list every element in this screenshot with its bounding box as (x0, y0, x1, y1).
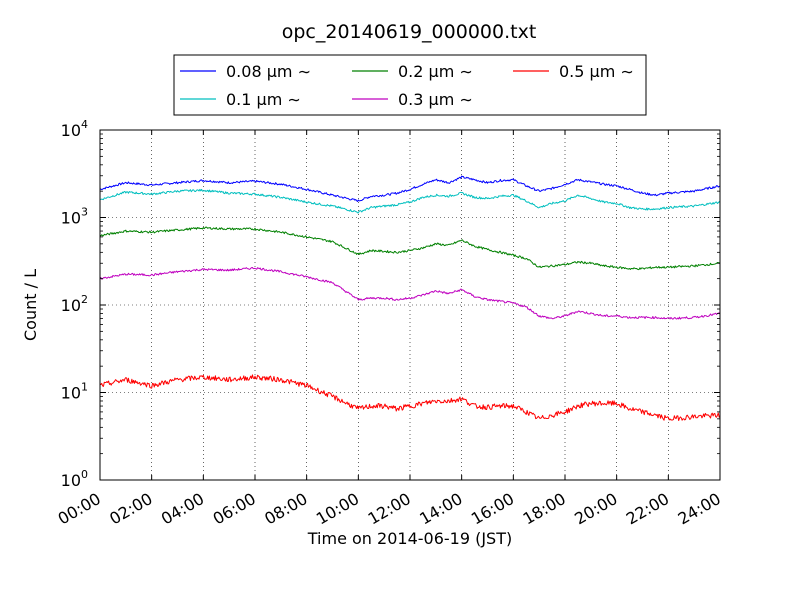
legend-label-4: 0.5 μm ∼ (559, 62, 634, 81)
series-line-2 (99, 226, 721, 271)
series-line-0 (99, 175, 721, 203)
y-tick-label: 102 (61, 293, 88, 315)
x-tick-label: 22:00 (623, 489, 672, 529)
y-tick-exponent: 3 (81, 206, 88, 219)
x-tick-label: 20:00 (571, 489, 620, 529)
x-tick-label: 24:00 (675, 489, 724, 529)
x-tick-label: 10:00 (313, 489, 362, 529)
x-axis-label: Time on 2014-06-19 (JST) (307, 529, 512, 548)
x-tick-label: 06:00 (210, 489, 259, 529)
chart-title: opc_20140619_000000.txt (282, 21, 537, 43)
legend-label-0: 0.08 μm ∼ (226, 62, 311, 81)
x-tick-label: 16:00 (468, 489, 517, 529)
y-tick-base: 10 (61, 121, 81, 140)
y-tick-exponent: 1 (81, 381, 88, 394)
series-line-1 (99, 188, 721, 214)
x-tick-label: 14:00 (416, 489, 465, 529)
y-tick-label: 104 (61, 118, 88, 140)
y-tick-base: 10 (61, 296, 81, 315)
x-tick-label: 00:00 (55, 489, 104, 529)
x-tick-label: 04:00 (158, 489, 207, 529)
x-tick-label: 12:00 (365, 489, 414, 529)
legend-box (173, 54, 647, 116)
plot-area (99, 130, 721, 480)
x-tick-label: 08:00 (261, 489, 310, 529)
y-tick-base: 10 (61, 471, 81, 490)
y-tick-label: 101 (61, 381, 88, 403)
x-tick-label: 02:00 (106, 489, 155, 529)
y-axis-label: Count / L (21, 269, 40, 341)
y-tick-exponent: 4 (81, 118, 88, 131)
legend-label-2: 0.2 μm ∼ (398, 62, 473, 81)
legend-label-1: 0.1 μm ∼ (226, 90, 301, 109)
series-line-3 (99, 266, 721, 320)
legend: 0.08 μm ∼ 0.1 μm ∼ 0.2 μm ∼ 0.3 μm ∼ 0.5 μm … (173, 54, 647, 116)
series-line-4 (99, 374, 721, 422)
x-tick-label: 18:00 (520, 489, 569, 529)
axis-ticks: 00:00 02:00 04:00 06:00 08:00 10:00 12:00 14:00… (55, 118, 724, 529)
legend-label-3: 0.3 μm ∼ (398, 90, 473, 109)
y-tick-exponent: 2 (81, 293, 88, 306)
y-tick-base: 10 (61, 209, 81, 228)
y-tick-exponent: 0 (81, 468, 88, 481)
y-tick-label: 103 (61, 206, 88, 228)
y-tick-label: 100 (61, 468, 88, 490)
y-tick-base: 10 (61, 384, 81, 403)
